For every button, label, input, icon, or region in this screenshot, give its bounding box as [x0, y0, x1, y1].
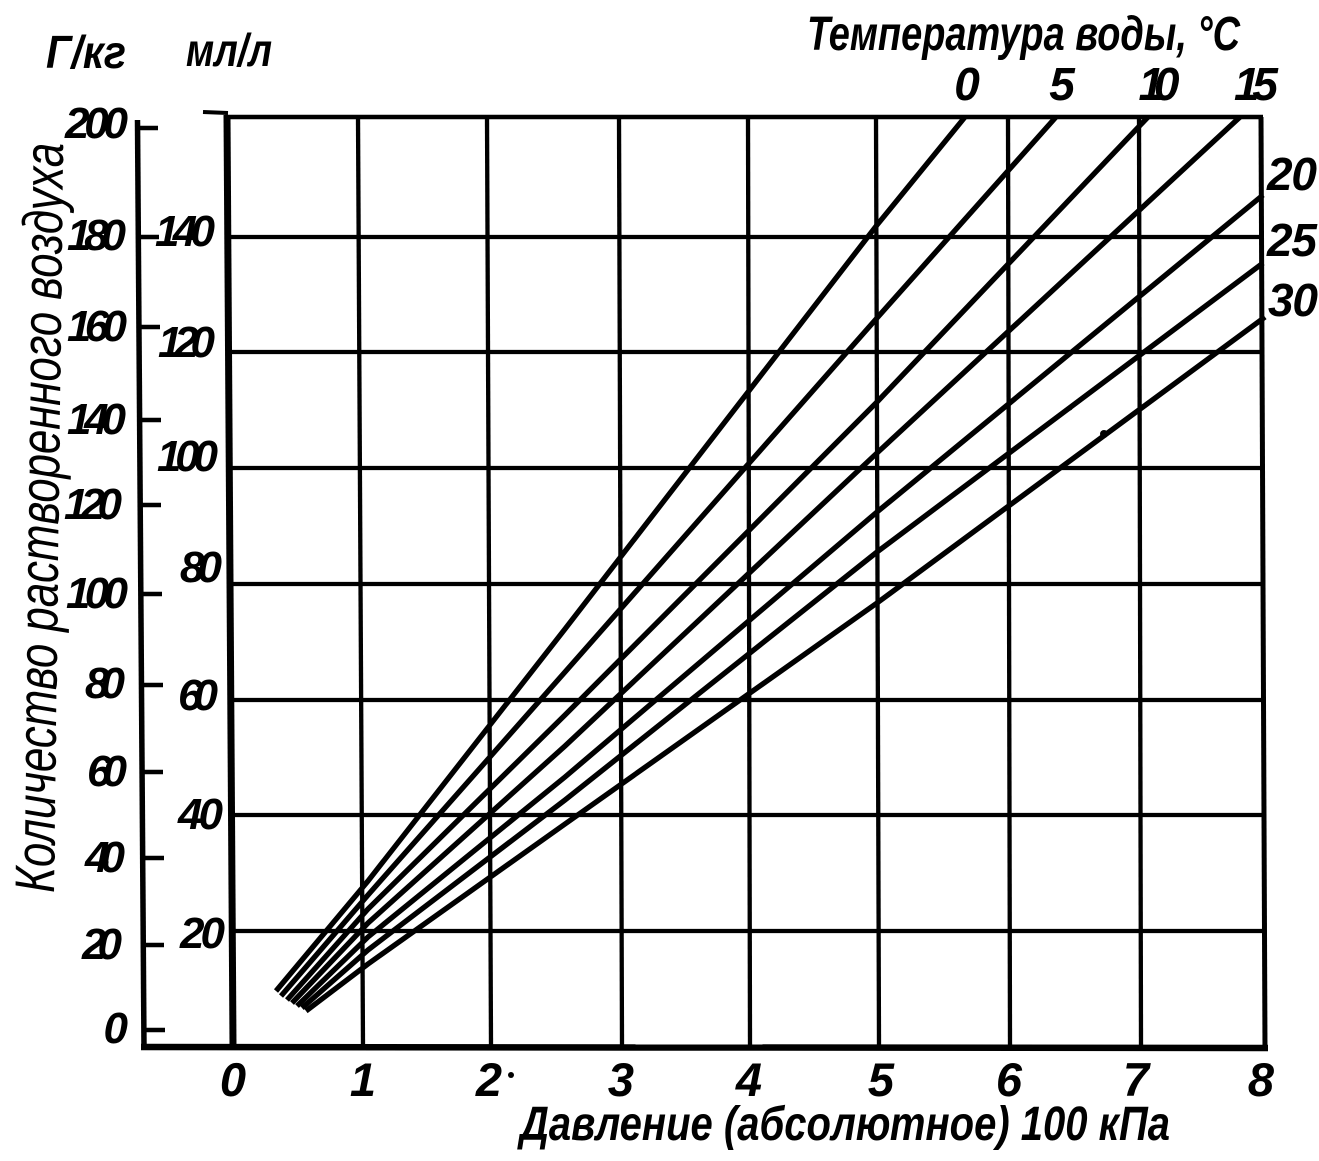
svg-text:5: 5	[868, 1053, 895, 1106]
svg-text:15: 15	[1234, 58, 1279, 110]
svg-text:160: 160	[67, 302, 128, 351]
svg-text:5: 5	[1049, 58, 1076, 110]
svg-text:Давление (абсолютное) 100 кПа: Давление (абсолютное) 100 кПа	[517, 1098, 1170, 1151]
svg-text:20: 20	[179, 909, 226, 958]
svg-text:20: 20	[1266, 148, 1317, 200]
svg-text:30: 30	[1268, 274, 1318, 326]
svg-text:1: 1	[350, 1053, 376, 1106]
svg-text:40: 40	[177, 790, 224, 839]
svg-text:200: 200	[64, 99, 129, 148]
svg-text:10: 10	[1139, 58, 1180, 110]
svg-text:120: 120	[64, 480, 123, 529]
svg-text:3: 3	[608, 1053, 634, 1106]
svg-text:0: 0	[104, 1004, 129, 1053]
svg-text:0: 0	[220, 1053, 246, 1106]
svg-text:180: 180	[67, 211, 127, 260]
svg-text:80: 80	[180, 543, 223, 592]
svg-text:120: 120	[158, 318, 216, 367]
svg-text:6: 6	[996, 1053, 1023, 1106]
svg-text:60: 60	[178, 671, 219, 720]
svg-text:140: 140	[67, 395, 127, 444]
svg-text:Г/кг: Г/кг	[46, 26, 126, 78]
svg-text:мл/л: мл/л	[186, 24, 272, 76]
svg-text:140: 140	[155, 207, 216, 256]
svg-text:80: 80	[85, 659, 126, 708]
svg-text:4: 4	[735, 1053, 762, 1106]
svg-text:8: 8	[1248, 1053, 1275, 1106]
svg-text:7: 7	[1123, 1053, 1151, 1106]
svg-text:20: 20	[81, 920, 123, 969]
svg-text:100: 100	[157, 432, 219, 481]
svg-text:0: 0	[954, 58, 980, 110]
svg-text:25: 25	[1266, 214, 1318, 266]
svg-text:Температура воды, °С: Температура воды, °С	[807, 8, 1241, 61]
svg-text:2: 2	[475, 1053, 502, 1106]
svg-text:100: 100	[66, 569, 129, 618]
svg-text:Количество растворенного возду: Количество растворенного воздуха	[3, 142, 75, 893]
svg-text:60: 60	[87, 747, 128, 796]
svg-text:40: 40	[84, 833, 126, 882]
